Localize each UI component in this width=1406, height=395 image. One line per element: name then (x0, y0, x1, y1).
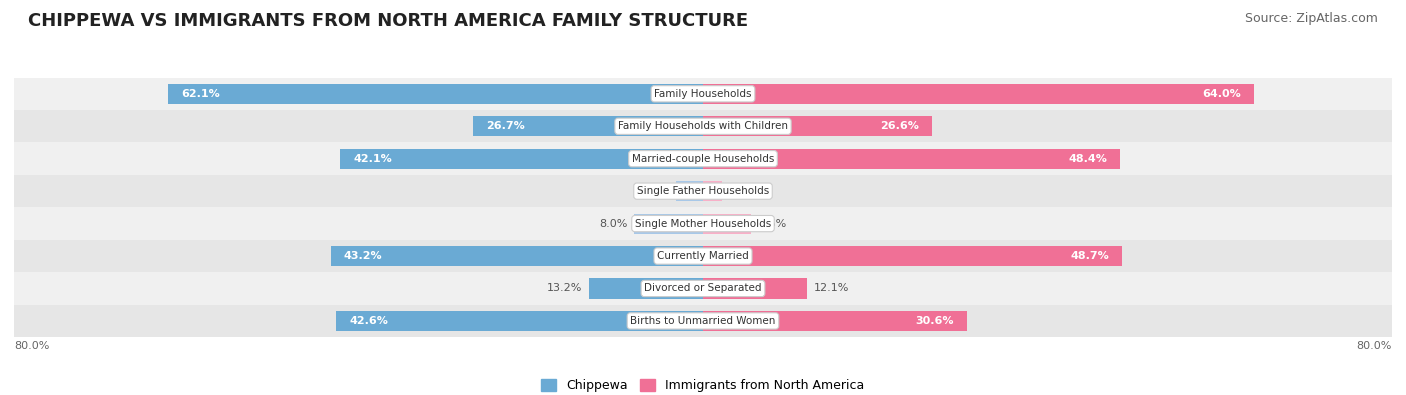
Bar (336, 311, 703, 331)
Bar (330, 246, 703, 266)
Text: Family Households with Children: Family Households with Children (619, 121, 787, 131)
Text: 26.6%: 26.6% (880, 121, 920, 131)
Bar (676, 181, 703, 201)
Text: Source: ZipAtlas.com: Source: ZipAtlas.com (1244, 12, 1378, 25)
Text: CHIPPEWA VS IMMIGRANTS FROM NORTH AMERICA FAMILY STRUCTURE: CHIPPEWA VS IMMIGRANTS FROM NORTH AMERIC… (28, 12, 748, 30)
Bar (340, 149, 703, 169)
Text: 30.6%: 30.6% (915, 316, 953, 326)
Text: 3.1%: 3.1% (641, 186, 669, 196)
Bar (703, 246, 1122, 266)
Bar (589, 278, 703, 299)
Bar (634, 214, 703, 234)
Text: Family Households: Family Households (654, 89, 752, 99)
Bar (14, 207, 1392, 240)
Bar (14, 77, 1392, 110)
Text: 2.2%: 2.2% (728, 186, 758, 196)
Bar (14, 110, 1392, 143)
Text: Births to Unmarried Women: Births to Unmarried Women (630, 316, 776, 326)
Text: 43.2%: 43.2% (344, 251, 382, 261)
Bar (14, 240, 1392, 272)
Bar (703, 181, 721, 201)
Bar (703, 149, 1119, 169)
Bar (472, 116, 703, 136)
Bar (703, 311, 966, 331)
Text: 13.2%: 13.2% (547, 284, 582, 293)
Text: 64.0%: 64.0% (1202, 89, 1241, 99)
Legend: Chippewa, Immigrants from North America: Chippewa, Immigrants from North America (536, 374, 870, 395)
Text: 80.0%: 80.0% (14, 341, 49, 351)
Text: Married-couple Households: Married-couple Households (631, 154, 775, 164)
Text: 5.6%: 5.6% (758, 218, 786, 229)
Text: 12.1%: 12.1% (814, 284, 849, 293)
Bar (14, 175, 1392, 207)
Bar (703, 116, 932, 136)
Text: 8.0%: 8.0% (599, 218, 627, 229)
Bar (14, 272, 1392, 305)
Text: 42.1%: 42.1% (353, 154, 392, 164)
Bar (169, 84, 703, 104)
Text: Currently Married: Currently Married (657, 251, 749, 261)
Bar (703, 84, 1254, 104)
Text: Divorced or Separated: Divorced or Separated (644, 284, 762, 293)
Text: 42.6%: 42.6% (349, 316, 388, 326)
Text: 62.1%: 62.1% (181, 89, 219, 99)
Bar (14, 143, 1392, 175)
Text: 26.7%: 26.7% (486, 121, 524, 131)
Text: Single Father Households: Single Father Households (637, 186, 769, 196)
Text: 80.0%: 80.0% (1357, 341, 1392, 351)
Bar (703, 214, 751, 234)
Bar (14, 305, 1392, 337)
Bar (703, 278, 807, 299)
Text: 48.4%: 48.4% (1069, 154, 1107, 164)
Text: 48.7%: 48.7% (1071, 251, 1109, 261)
Text: Single Mother Households: Single Mother Households (636, 218, 770, 229)
